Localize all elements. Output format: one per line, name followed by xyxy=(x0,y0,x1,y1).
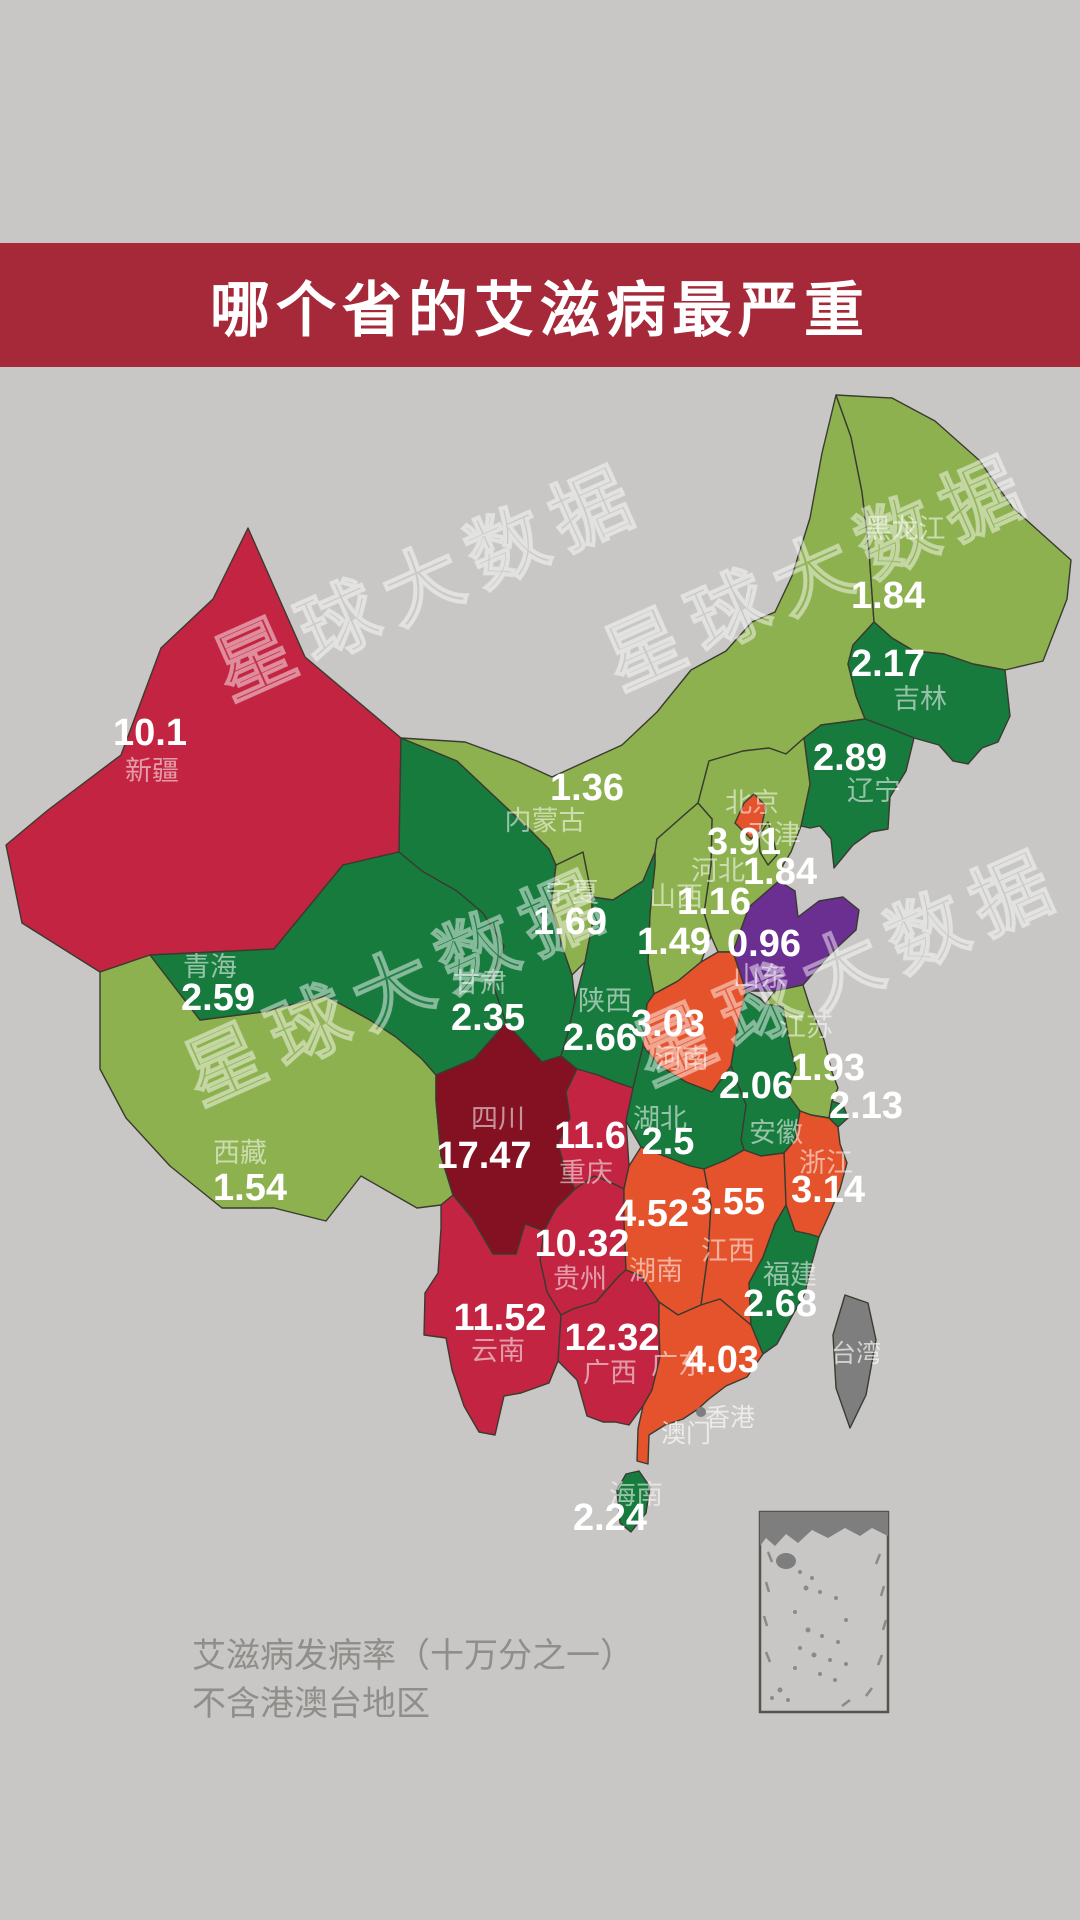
province-value-label: 4.52 xyxy=(615,1193,689,1235)
province-value-label: 2.68 xyxy=(743,1283,817,1325)
province-name-label: 辽宁 xyxy=(847,776,901,806)
province-name-label: 湖北 xyxy=(633,1104,687,1134)
province-value-label: 1.93 xyxy=(791,1047,865,1089)
province-name-label: 澳门 xyxy=(661,1420,711,1448)
province-value-label: 2.06 xyxy=(719,1065,793,1107)
inset-hainan-island xyxy=(776,1553,796,1569)
footnote-line2: 不含港澳台地区 xyxy=(192,1685,430,1723)
province-shape-guangdong xyxy=(636,1298,764,1465)
province-value-label: 1.49 xyxy=(637,921,711,963)
province-value-label: 3.55 xyxy=(691,1181,765,1223)
province-shape-tianjin xyxy=(758,821,778,866)
province-name-label: 重庆 xyxy=(559,1158,613,1188)
province-value-label: 3.14 xyxy=(791,1169,865,1211)
province-value-label: 1.84 xyxy=(851,575,925,617)
province-shape-taiwan xyxy=(832,1294,877,1429)
province-value-label: 12.32 xyxy=(564,1317,659,1359)
province-name-label: 台湾 xyxy=(831,1340,881,1368)
province-name-label: 吉林 xyxy=(893,684,947,714)
province-name-label: 广东 xyxy=(651,1350,705,1380)
footnote: 艾滋病发病率（十万分之一） 不含港澳台地区 xyxy=(192,1632,634,1728)
province-name-label: 香港 xyxy=(705,1404,755,1432)
province-name-label: 贵州 xyxy=(553,1264,607,1294)
province-value-label: 2.24 xyxy=(573,1497,647,1539)
province-value-label: 3.91 xyxy=(707,821,781,863)
province-name-label: 河北 xyxy=(691,856,745,886)
province-value-label: 17.47 xyxy=(436,1135,531,1177)
province-value-label: 11.52 xyxy=(454,1297,547,1339)
province-value-label: 2.66 xyxy=(563,1017,637,1059)
south-china-sea-inset xyxy=(758,1510,890,1714)
title-banner: 哪个省的艾滋病最严重 xyxy=(0,243,1080,367)
province-shapes xyxy=(5,394,1072,1533)
province-value-label: 10.1 xyxy=(113,712,187,754)
province-name-label: 天津 xyxy=(747,820,801,850)
province-name-label: 江苏 xyxy=(779,1012,833,1042)
province-name-label: 西藏 xyxy=(213,1138,267,1168)
province-value-label: 11.6 xyxy=(554,1115,626,1157)
page-title: 哪个省的艾滋病最严重 xyxy=(210,276,870,344)
province-name-label: 青海 xyxy=(183,952,237,982)
province-value-label: 1.54 xyxy=(213,1167,287,1209)
province-shape-beijing xyxy=(734,793,767,840)
province-shape-liaoning xyxy=(800,718,915,869)
province-name-label: 宁夏 xyxy=(545,878,599,908)
province-name-label: 山东 xyxy=(733,962,787,992)
province-value-label: 2.35 xyxy=(451,997,525,1039)
province-value-label: 1.84 xyxy=(743,851,817,893)
province-value-label: 2.59 xyxy=(181,977,255,1019)
province-name-label: 安徽 xyxy=(749,1118,803,1148)
province-name-label: 甘肃 xyxy=(453,968,507,998)
province-value-label: 1.36 xyxy=(550,767,624,809)
province-value-label: 2.13 xyxy=(829,1085,903,1127)
province-value-label: 0.96 xyxy=(727,923,801,965)
province-name-label: 广西 xyxy=(583,1358,637,1388)
province-shape-fujian xyxy=(748,1204,820,1355)
province-value-label: 2.89 xyxy=(813,737,887,779)
province-name-label: 云南 xyxy=(471,1336,525,1366)
province-value-label: 3.03 xyxy=(631,1003,705,1045)
province-value-label: 1.16 xyxy=(677,881,751,923)
province-name-label: 河南 xyxy=(655,1044,709,1074)
province-value-label: 4.03 xyxy=(685,1339,759,1381)
province-value-label: 2.17 xyxy=(851,643,925,685)
province-labels: 10.1新疆 西藏1.54 青海2.59 甘肃2.35 宁夏1.69 1.36内… xyxy=(113,514,947,1539)
province-name-label: 陕西 xyxy=(578,986,632,1016)
province-name-label: 四川 xyxy=(471,1104,525,1134)
province-value-label: 2.5 xyxy=(642,1121,695,1163)
province-name-label: 江西 xyxy=(701,1236,755,1266)
province-name-label: 福建 xyxy=(763,1260,817,1290)
province-name-label: 湖南 xyxy=(629,1256,683,1286)
province-shape-yunnan xyxy=(423,1194,562,1436)
province-name-label: 北京 xyxy=(725,788,779,818)
province-name-label: 新疆 xyxy=(125,756,179,786)
province-name-label: 海南 xyxy=(609,1480,663,1510)
province-name-label: 浙江 xyxy=(799,1148,853,1178)
inset-islands xyxy=(770,1570,848,1702)
province-shape-jilin xyxy=(847,621,1011,765)
province-name-label: 黑龙江 xyxy=(865,514,946,544)
province-name-label: 内蒙古 xyxy=(505,806,586,836)
province-value-label: 1.69 xyxy=(533,901,607,943)
footnote-line1: 艾滋病发病率（十万分之一） xyxy=(192,1637,634,1675)
inset-coast xyxy=(760,1512,888,1546)
inset-dash-line xyxy=(762,1551,888,1707)
province-shape-hainan xyxy=(616,1470,651,1533)
province-name-label: 山西 xyxy=(649,882,703,912)
province-shape-hongkong xyxy=(696,1407,706,1417)
province-value-label: 10.32 xyxy=(534,1223,629,1265)
inset-frame xyxy=(758,1510,890,1714)
province-shape-shanghai xyxy=(828,1100,849,1128)
